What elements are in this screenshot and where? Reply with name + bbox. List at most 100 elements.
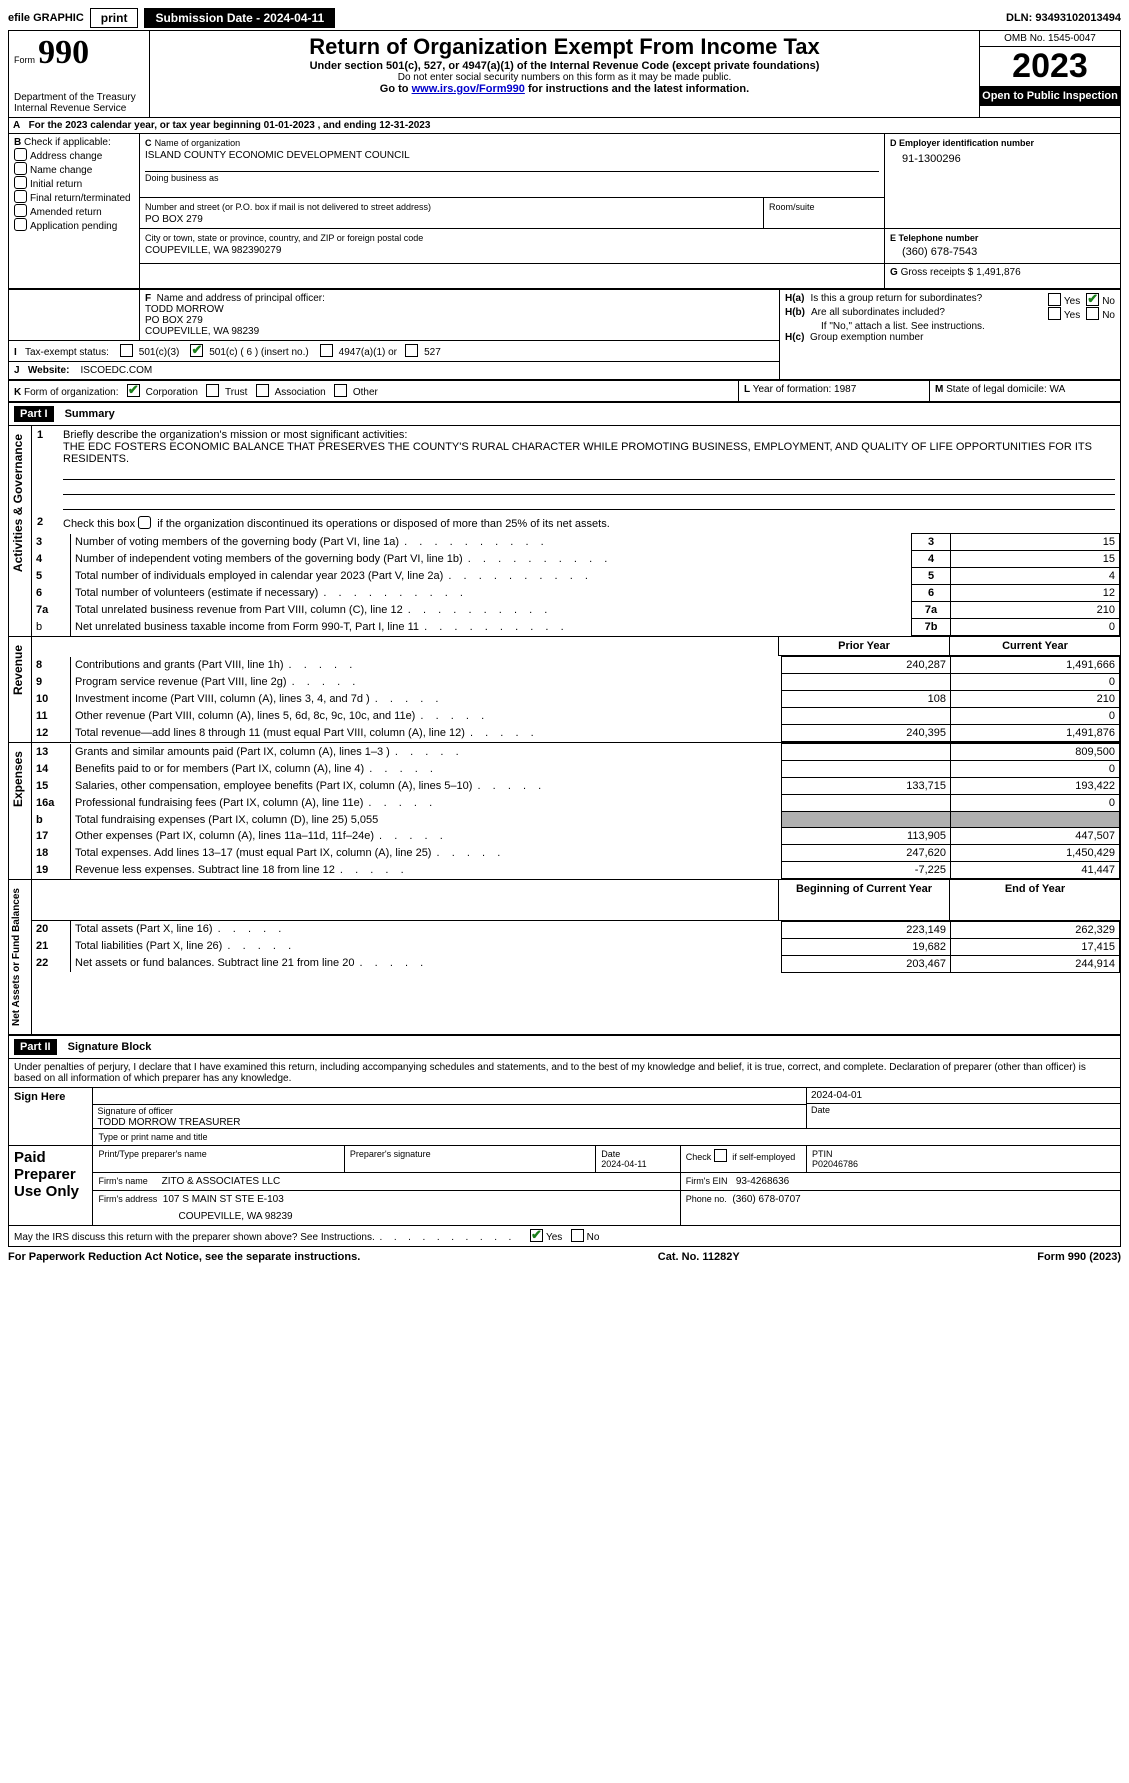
subtitle-1: Under section 501(c), 527, or 4947(a)(1)…	[155, 60, 974, 72]
chk-ha-no[interactable]	[1086, 293, 1099, 306]
date-label: Date	[807, 1104, 1120, 1116]
data-row: 20 Total assets (Part X, line 16) 223,14…	[32, 921, 1120, 938]
box-j-label: J	[14, 365, 20, 376]
page-footer: For Paperwork Reduction Act Notice, see …	[8, 1251, 1121, 1263]
footer-right: Form 990 (2023)	[1037, 1251, 1121, 1263]
chk-ha-yes[interactable]	[1048, 293, 1061, 306]
firm-name: ZITO & ASSOCIATES LLC	[162, 1176, 281, 1187]
part1-table: Part I Summary Activities & Governance 1…	[8, 402, 1121, 1035]
dln: DLN: 93493102013494	[1006, 12, 1121, 24]
irs-link[interactable]: www.irs.gov/Form990	[412, 83, 525, 95]
data-row: 10 Investment income (Part VIII, column …	[32, 691, 1120, 708]
data-row: 18 Total expenses. Add lines 13–17 (must…	[32, 845, 1120, 862]
box-d-label: D Employer identification number	[890, 138, 1034, 148]
prep-name-label: Print/Type preparer's name	[93, 1146, 344, 1173]
gov-row: 5 Total number of individuals employed i…	[32, 568, 1120, 585]
tax-year: 2023	[980, 47, 1120, 86]
entity-info-table: B Check if applicable: Address change Na…	[8, 133, 1121, 289]
hdr-prior: Prior Year	[779, 637, 950, 656]
governance-rows: 3 Number of voting members of the govern…	[32, 533, 1120, 636]
chk-address-change[interactable]	[14, 148, 27, 161]
data-row: 19 Revenue less expenses. Subtract line …	[32, 862, 1120, 879]
chk-4947[interactable]	[320, 344, 333, 357]
sec-governance: Activities & Governance	[9, 426, 27, 580]
box-f-label: F	[145, 293, 151, 304]
name-org-label: Name of organization	[155, 138, 241, 148]
chk-501c[interactable]	[190, 344, 203, 357]
sig-date: 2024-04-01	[807, 1088, 1120, 1103]
form-header-table: Form 990 Department of the Treasury Inte…	[8, 30, 1121, 118]
room-label: Room/suite	[769, 202, 815, 212]
chk-discuss-no[interactable]	[571, 1229, 584, 1242]
officer-sig-name: TODD MORROW TREASURER	[93, 1117, 805, 1128]
sec-netassets: Net Assets or Fund Balances	[9, 880, 24, 1034]
chk-other[interactable]	[334, 384, 347, 397]
firm-ein-label: Firm's EIN	[686, 1176, 728, 1186]
revenue-rows: 8 Contributions and grants (Part VIII, l…	[32, 656, 1120, 742]
data-row: 12 Total revenue—add lines 8 through 11 …	[32, 725, 1120, 742]
data-row: 22 Net assets or fund balances. Subtract…	[32, 955, 1120, 972]
firm-name-label: Firm's name	[98, 1176, 147, 1186]
data-row: b Total fundraising expenses (Part IX, c…	[32, 812, 1120, 828]
website: ISCOEDC.COM	[81, 365, 153, 376]
officer-city: COUPEVILLE, WA 98239	[145, 326, 259, 337]
street: PO BOX 279	[145, 214, 203, 225]
officer-name: TODD MORROW	[145, 304, 224, 315]
data-row: 17 Other expenses (Part IX, column (A), …	[32, 828, 1120, 845]
chk-discuss-yes[interactable]	[530, 1229, 543, 1242]
chk-corporation[interactable]	[127, 384, 140, 397]
sec-revenue: Revenue	[9, 637, 27, 703]
chk-501c3[interactable]	[120, 344, 133, 357]
chk-527[interactable]	[405, 344, 418, 357]
chk-discontinued[interactable]	[138, 516, 151, 529]
open-inspection: Open to Public Inspection	[980, 86, 1120, 106]
netassets-rows: 20 Total assets (Part X, line 16) 223,14…	[32, 921, 1120, 973]
mission-line	[63, 495, 1115, 510]
topbar: efile GRAPHIC print Submission Date - 20…	[8, 8, 1121, 28]
chk-final-return[interactable]	[14, 190, 27, 203]
form-title: Return of Organization Exempt From Incom…	[155, 34, 974, 60]
subtitle-3-pre: Go to	[380, 83, 412, 95]
chk-hb-no[interactable]	[1086, 307, 1099, 320]
gov-row: b Net unrelated business taxable income …	[32, 619, 1120, 636]
part1-title: Summary	[57, 408, 115, 420]
chk-name-change[interactable]	[14, 162, 27, 175]
phone: (360) 678-7543	[890, 244, 1115, 260]
hc-text: Group exemption number	[810, 332, 923, 343]
sign-here: Sign Here	[9, 1088, 93, 1146]
declaration: Under penalties of perjury, I declare th…	[9, 1059, 1121, 1088]
paid-preparer: Paid Preparer Use Only	[9, 1146, 93, 1226]
ha-text: Is this a group return for subordinates?	[810, 293, 1041, 304]
chk-application-pending[interactable]	[14, 218, 27, 231]
ein: 91-1300296	[890, 149, 1115, 169]
type-name-label: Type or print name and title	[93, 1129, 1121, 1146]
box-k-label: K	[14, 387, 21, 398]
form-number: 990	[38, 34, 89, 71]
box-i-text: Tax-exempt status:	[25, 347, 109, 358]
part2-table: Part II Signature Block Under penalties …	[8, 1035, 1121, 1247]
box-b-checkif: Check if applicable:	[24, 137, 111, 148]
part2-title: Signature Block	[60, 1041, 152, 1053]
chk-amended-return[interactable]	[14, 204, 27, 217]
form-org-table: K Form of organization: Corporation Trus…	[8, 380, 1121, 402]
box-l-label: L	[744, 384, 750, 395]
mission: THE EDC FOSTERS ECONOMIC BALANCE THAT PR…	[63, 441, 1092, 465]
expense-rows: 13 Grants and similar amounts paid (Part…	[32, 743, 1120, 879]
chk-trust[interactable]	[206, 384, 219, 397]
chk-association[interactable]	[256, 384, 269, 397]
chk-hb-yes[interactable]	[1048, 307, 1061, 320]
part2-hdr: Part II	[14, 1039, 57, 1055]
box-e-label: E Telephone number	[890, 233, 978, 243]
data-row: 8 Contributions and grants (Part VIII, l…	[32, 657, 1120, 674]
submission-date-button[interactable]: Submission Date - 2024-04-11	[144, 8, 335, 28]
line2-num: 2	[37, 516, 57, 530]
firm-addr1: 107 S MAIN ST STE E-103	[163, 1194, 284, 1205]
hdr-current: Current Year	[950, 637, 1121, 656]
officer-street: PO BOX 279	[145, 315, 203, 326]
chk-initial-return[interactable]	[14, 176, 27, 189]
discuss-text: May the IRS discuss this return with the…	[14, 1232, 513, 1243]
chk-self-employed[interactable]	[714, 1149, 727, 1162]
print-button[interactable]: print	[90, 8, 139, 28]
street-label: Number and street (or P.O. box if mail i…	[145, 202, 431, 212]
prep-phone: (360) 678-0707	[732, 1194, 800, 1205]
